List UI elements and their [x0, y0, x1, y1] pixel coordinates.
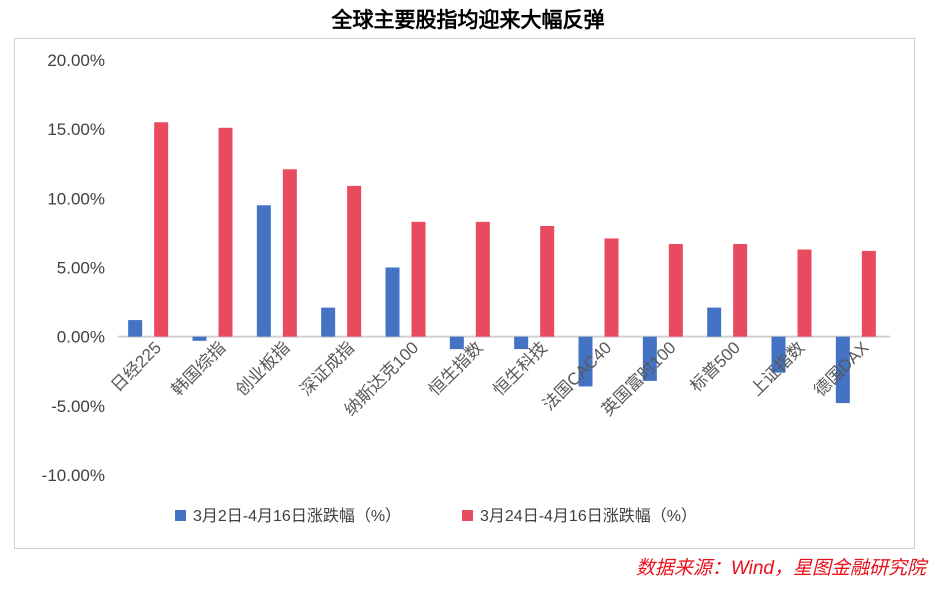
bar-series1 — [449, 336, 464, 350]
bar-series2 — [797, 249, 812, 337]
legend-label: 3月24日-4月16日涨跌幅（%） — [480, 507, 697, 525]
chart-title: 全球主要股指均迎来大幅反弹 — [331, 9, 605, 32]
x-tick-label: 标普500 — [686, 338, 744, 396]
bar-series2 — [604, 238, 619, 337]
bar-series1 — [578, 336, 593, 387]
legend-swatch — [175, 510, 186, 521]
bar-series1 — [514, 336, 529, 350]
bar-series1 — [835, 336, 850, 404]
y-tick-label: 10.00% — [47, 189, 105, 208]
bar-series1 — [128, 320, 143, 337]
y-tick-label: 0.00% — [57, 328, 105, 347]
bar-series2 — [540, 226, 555, 337]
x-tick-label: 日经225 — [107, 338, 165, 396]
bar-series2 — [733, 243, 748, 337]
source-note: 数据来源：Wind，星图金融研究院 — [635, 558, 926, 579]
x-tick-label: 创业板指 — [232, 338, 294, 400]
x-tick-label: 深证成指 — [296, 338, 358, 400]
bar-series2 — [475, 221, 490, 337]
y-tick-label: 5.00% — [57, 259, 105, 278]
legend-swatch — [462, 510, 473, 521]
bar-series1 — [707, 307, 722, 337]
bar-series1 — [642, 336, 657, 381]
bar-series2 — [282, 169, 297, 337]
bar-series2 — [861, 250, 876, 337]
y-tick-label: 15.00% — [47, 120, 105, 139]
bar-series1 — [321, 307, 336, 337]
chart-frame — [14, 38, 915, 549]
bar-series1 — [771, 336, 786, 373]
bar-series1 — [385, 267, 400, 337]
bar-series2 — [218, 127, 233, 337]
y-tick-label: -5.00% — [51, 397, 105, 416]
bar-series2 — [154, 122, 169, 337]
bar-series1 — [192, 336, 207, 341]
bar-series1 — [256, 205, 271, 337]
bar-series2 — [668, 243, 683, 337]
x-tick-label: 韩国综指 — [168, 338, 230, 400]
y-tick-label: 20.00% — [47, 51, 105, 70]
y-tick-label: -10.00% — [42, 466, 105, 485]
bar-series2 — [411, 221, 426, 337]
bar-series2 — [347, 185, 362, 337]
legend-label: 3月2日-4月16日涨跌幅（%） — [193, 507, 401, 525]
